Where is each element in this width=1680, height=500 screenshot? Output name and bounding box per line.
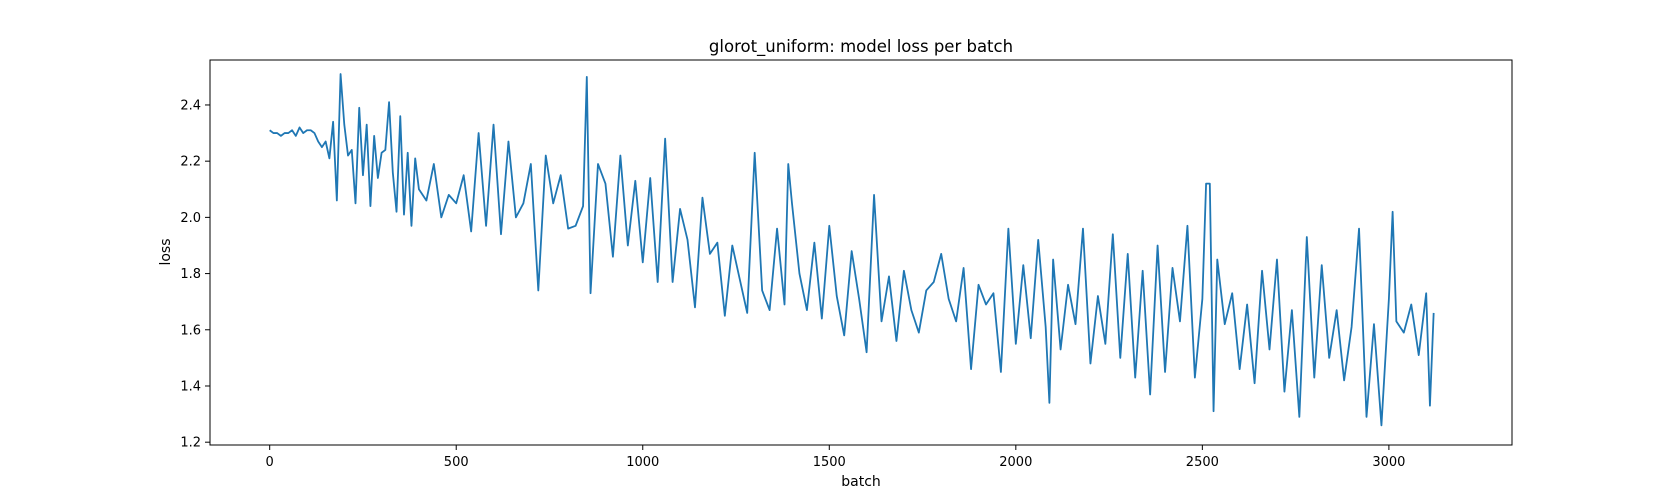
loss-series-line <box>269 73 1435 427</box>
y-tick-label: 1.2 <box>180 436 201 451</box>
y-tick-label: 2.4 <box>180 98 201 113</box>
y-tick-label: 2.0 <box>180 211 201 226</box>
plot-frame <box>209 59 1513 446</box>
plot-area <box>210 60 1512 445</box>
chart-title: glorot_uniform: model loss per batch <box>709 37 1013 57</box>
x-tick-label: 3000 <box>1372 455 1405 470</box>
y-axis-label: loss <box>158 238 174 265</box>
y-tick-label: 1.4 <box>180 379 201 394</box>
x-tick-label: 0 <box>266 455 274 470</box>
plot-background <box>210 60 1512 445</box>
x-axis-label: batch <box>841 474 881 490</box>
y-axis-ticks: 1.2 1.4 1.6 1.8 2.0 2.2 2.4 <box>180 98 210 451</box>
x-tick-label: 1000 <box>626 455 659 470</box>
x-tick-label: 500 <box>444 455 469 470</box>
x-axis-ticks: 0 500 1000 1500 2000 2500 3000 <box>266 445 1405 470</box>
y-tick-label: 1.6 <box>180 323 201 338</box>
y-tick-label: 1.8 <box>180 267 201 282</box>
x-tick-label: 2000 <box>999 455 1032 470</box>
x-tick-label: 1500 <box>813 455 846 470</box>
series-layer <box>269 73 1435 427</box>
y-tick-label: 2.2 <box>180 155 201 170</box>
x-tick-label: 2500 <box>1186 455 1219 470</box>
axes-layer <box>209 59 1513 446</box>
